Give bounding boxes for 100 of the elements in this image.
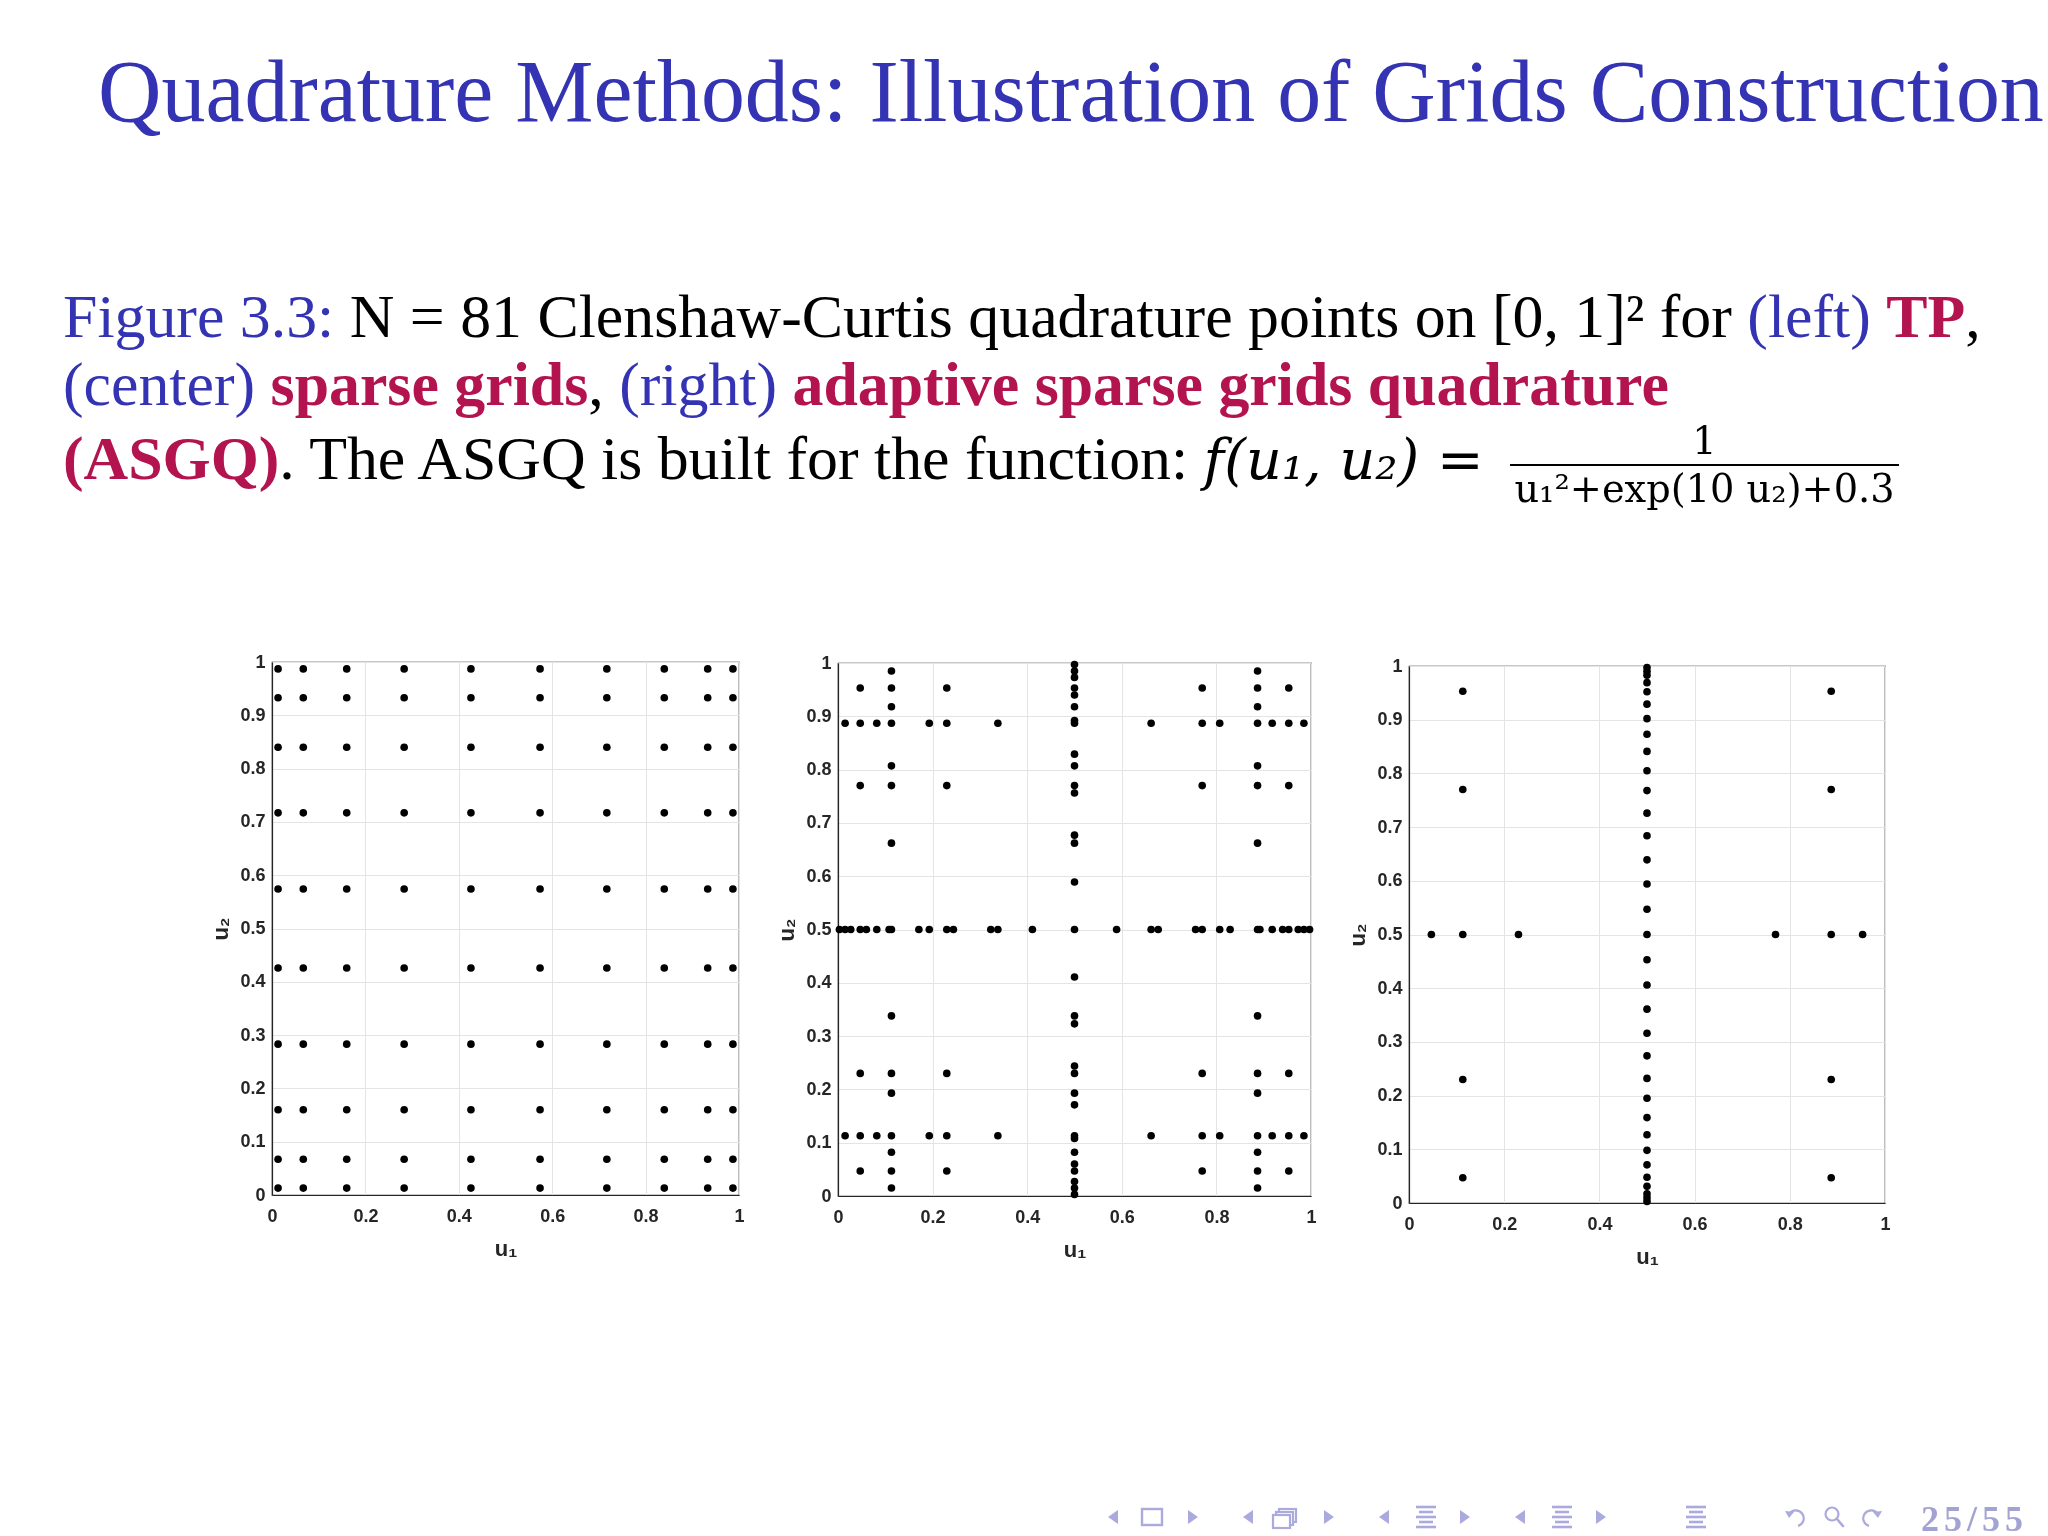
y-tick-label: 0.6 [1377, 870, 1403, 891]
y-tick-label: 0.9 [806, 705, 832, 726]
text: (ASGQ) [63, 424, 280, 493]
x-tick-label: 0.4 [446, 1205, 472, 1226]
y-tick-label: 0 [1392, 1192, 1403, 1213]
point [1643, 1005, 1651, 1013]
point [1827, 1075, 1836, 1084]
point [1643, 786, 1651, 795]
y-tick-label: 0.3 [240, 1024, 266, 1045]
x-tick-label: 0.2 [920, 1206, 946, 1227]
y-tick-label: 0.8 [1377, 762, 1403, 783]
text: Quadrature Methods: Illustration of Grids Construction [98, 43, 2044, 141]
text: , [1965, 282, 1981, 350]
point [1827, 687, 1836, 696]
point [1458, 687, 1467, 696]
point [1643, 687, 1651, 696]
point [1643, 1173, 1651, 1182]
point [1643, 856, 1651, 864]
x-tick-label: 0.2 [353, 1205, 379, 1226]
y-tick-label: 0.5 [240, 918, 266, 938]
y-tick-label: 0.3 [1377, 1031, 1403, 1052]
x-tick-label: 0.4 [1015, 1206, 1041, 1227]
text: u₁²+exp(10 u₂)+0.3 [1510, 464, 1899, 512]
point [1858, 930, 1867, 939]
x-tick-label: 0.2 [1492, 1213, 1518, 1234]
caption: Figure 3.3: [63, 282, 335, 350]
x-tick-label: 1 [1306, 1206, 1317, 1227]
y-tick-label: 0.3 [806, 1025, 832, 1046]
x-tick-label: 0.8 [633, 1205, 659, 1226]
text: , [588, 350, 604, 418]
point [1427, 930, 1436, 939]
y-tick-label: 0.6 [806, 865, 832, 886]
point [1458, 930, 1467, 939]
x-tick-label: 0.8 [1204, 1206, 1230, 1227]
point [1643, 1161, 1651, 1169]
y-tick-label: 1 [255, 651, 266, 672]
y-tick-label: 0.7 [1377, 816, 1403, 837]
point [1643, 981, 1651, 989]
x-axis-title: u₁ [1063, 1236, 1087, 1262]
point [1643, 809, 1651, 817]
point [1643, 880, 1651, 888]
point [1643, 730, 1651, 738]
y-axis-title: u₂ [1345, 923, 1371, 947]
y-tick-label: 0.8 [806, 759, 832, 780]
y-tick-label: 0 [255, 1184, 266, 1205]
text: (right) [619, 350, 778, 418]
text: . The ASGQ is built for the function: [279, 424, 1189, 493]
point [1827, 930, 1836, 939]
y-tick-label: 0.8 [240, 758, 266, 779]
point [1827, 785, 1836, 794]
y-axis-title: u₂ [208, 917, 234, 941]
y-tick-label: 0.2 [240, 1077, 266, 1098]
point [1643, 930, 1651, 939]
point [1458, 1075, 1467, 1084]
y-tick-label: 0.4 [240, 971, 266, 992]
text: sparse grids [270, 350, 589, 418]
y-tick-label: 0.1 [806, 1132, 832, 1153]
point [1827, 1173, 1836, 1182]
text: TP [1886, 282, 1966, 350]
point [1643, 1074, 1651, 1083]
y-tick-label: 0.4 [806, 972, 832, 993]
point [1643, 1029, 1651, 1038]
y-tick-label: 0.2 [1377, 1085, 1403, 1106]
point [1643, 678, 1651, 687]
point [1771, 930, 1780, 939]
y-tick-label: 1 [821, 652, 832, 673]
point [1514, 930, 1523, 939]
point [1643, 1113, 1651, 1122]
point [1643, 1146, 1651, 1155]
x-tick-label: 0.6 [540, 1205, 566, 1226]
point [1643, 905, 1651, 914]
point [1643, 1131, 1651, 1139]
x-axis-title: u₁ [1636, 1243, 1659, 1269]
x-axis-title: u₁ [494, 1235, 518, 1261]
y-tick-label: 0.7 [240, 811, 266, 832]
x-tick-label: 1 [1880, 1213, 1891, 1234]
y-tick-label: 0.1 [1377, 1138, 1403, 1159]
y-tick-label: 0.5 [1377, 924, 1403, 944]
point [1643, 747, 1651, 756]
point [1458, 1173, 1467, 1182]
x-tick-label: 0.6 [1109, 1206, 1135, 1227]
y-tick-label: 1 [1392, 655, 1403, 676]
point [1643, 714, 1651, 723]
text: 1 [1692, 418, 1717, 464]
text: N = 81 Clenshaw-Curtis quadrature points on [0, 1]² for [349, 282, 1732, 350]
point [1643, 700, 1651, 708]
point [1643, 955, 1651, 964]
point [1643, 1094, 1651, 1103]
y-tick-label: 0.5 [806, 919, 832, 939]
y-tick-label: 0 [821, 1185, 832, 1206]
text: 25/55 [1921, 1499, 2029, 1536]
x-tick-label: 0.4 [1587, 1213, 1613, 1234]
x-tick-label: 0.8 [1777, 1213, 1803, 1234]
y-tick-label: 0.4 [1377, 977, 1403, 998]
text: (left) [1747, 282, 1871, 350]
point [1643, 1052, 1651, 1060]
text: adaptive sparse grids quadrature [792, 350, 1669, 418]
y-tick-label: 0.6 [240, 864, 266, 885]
y-axis-title: u₂ [774, 918, 800, 942]
y-tick-label: 0.1 [240, 1131, 266, 1152]
